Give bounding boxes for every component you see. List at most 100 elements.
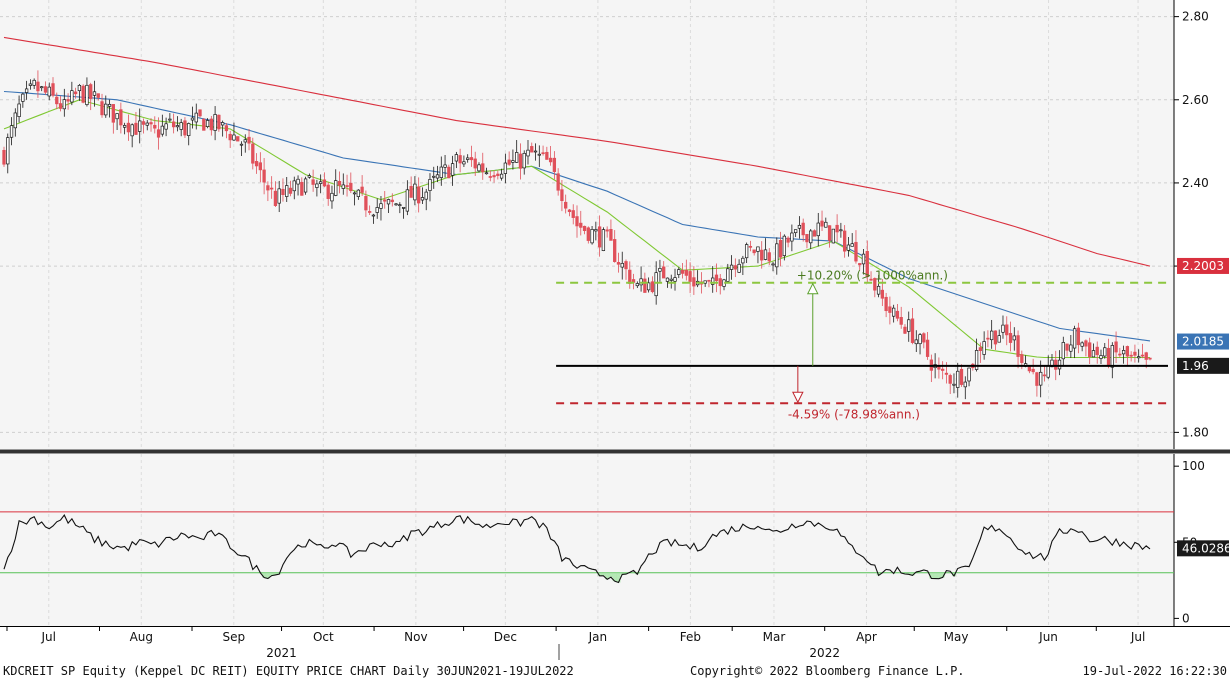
candle-body <box>771 263 775 266</box>
candle-body <box>548 157 553 163</box>
candle-body <box>303 178 308 193</box>
candle-body <box>582 225 587 231</box>
candle-body <box>296 178 300 185</box>
candle-body <box>895 310 900 319</box>
candle-body <box>1069 344 1073 352</box>
candle-body <box>567 209 572 213</box>
candle-body <box>1080 342 1084 347</box>
candle-body <box>209 118 213 131</box>
candle-body <box>1110 345 1114 368</box>
candle-body <box>1133 351 1137 356</box>
candle-body <box>375 207 379 213</box>
candle-body <box>843 230 847 252</box>
candle-body <box>168 118 172 121</box>
candle-body <box>368 211 372 213</box>
candle-body <box>92 91 97 96</box>
candle-body <box>1046 365 1050 378</box>
candle-body <box>58 103 63 109</box>
candle-body <box>662 266 666 279</box>
month-label: Aug <box>130 630 153 644</box>
candle-body <box>488 176 492 178</box>
candle-body <box>1042 374 1047 377</box>
candle-body <box>1118 353 1122 356</box>
candle-body <box>141 121 146 125</box>
candle-body <box>1106 347 1111 366</box>
candle-body <box>1095 346 1099 356</box>
candle-body <box>341 184 345 189</box>
candle-body <box>81 85 85 103</box>
candle-body <box>307 175 311 178</box>
candle-body <box>9 125 14 138</box>
candle-body <box>545 151 549 160</box>
rsi-badge-1: 46.0286 <box>1182 541 1230 555</box>
candle-body <box>899 317 903 325</box>
month-label: May <box>944 630 969 644</box>
candle-body <box>737 263 741 273</box>
candle-body <box>1103 347 1107 357</box>
candle-body <box>330 192 334 202</box>
candle-body <box>281 188 285 196</box>
candle-body <box>315 183 319 188</box>
price-tick-label: 2.80 <box>1182 10 1209 24</box>
candle-body <box>1140 354 1145 357</box>
candle-body <box>718 278 722 287</box>
candle-body <box>1088 342 1092 357</box>
candle-body <box>126 122 131 133</box>
candle-body <box>1039 371 1043 386</box>
candle-body <box>213 114 217 131</box>
candle-body <box>925 339 930 357</box>
candle-body <box>820 220 824 227</box>
candle-body <box>703 280 707 284</box>
candle-body <box>948 375 952 384</box>
rsi-line <box>3 514 1151 584</box>
candle-body <box>277 188 281 204</box>
candle-body <box>107 103 112 107</box>
candle-body <box>778 239 783 258</box>
candle-body <box>420 197 425 201</box>
candle-body <box>1057 359 1062 370</box>
candle-body <box>17 103 21 118</box>
candle-body <box>435 174 440 179</box>
candle-body <box>748 245 753 248</box>
candle-body <box>831 228 835 244</box>
footer-timestamp: 19-Jul-2022 16:22:30 <box>1083 664 1228 678</box>
candle-body <box>910 318 915 343</box>
candle-body <box>1016 335 1020 357</box>
candle-body <box>688 271 692 282</box>
price-tick-label: 1.80 <box>1182 425 1209 439</box>
candle-body <box>270 187 274 190</box>
candle-body <box>469 157 474 161</box>
candle-body <box>775 243 779 268</box>
candle-body <box>613 239 617 262</box>
candle-body <box>982 341 986 355</box>
candle-body <box>352 192 357 195</box>
candle-body <box>24 88 29 93</box>
candle-body <box>978 347 983 352</box>
rsi-plot-area <box>0 454 1174 626</box>
candle-body <box>793 229 798 234</box>
candle-body <box>360 186 364 193</box>
candle-body <box>194 112 198 123</box>
candle-body <box>941 368 945 371</box>
candle-body <box>424 191 428 200</box>
candle-body <box>319 181 323 184</box>
candle-body <box>1114 341 1118 353</box>
candle-body <box>643 278 647 293</box>
candle-body <box>665 277 670 282</box>
rsi-tick-label: 0 <box>1182 611 1190 625</box>
candle-body <box>443 164 447 168</box>
candle-body <box>673 277 677 282</box>
candle-body <box>243 139 247 143</box>
candle-body <box>990 330 994 341</box>
candle-body <box>858 263 862 266</box>
candle-body <box>220 122 225 126</box>
candle-body <box>1076 327 1081 346</box>
candle-body <box>439 166 443 178</box>
candle-body <box>145 122 149 126</box>
candle-body <box>974 350 979 370</box>
price-tick-label: 2.40 <box>1182 176 1209 190</box>
candle-body <box>767 252 771 262</box>
candle-body <box>224 125 229 132</box>
candle-body <box>922 333 926 343</box>
candle-body <box>187 123 191 136</box>
